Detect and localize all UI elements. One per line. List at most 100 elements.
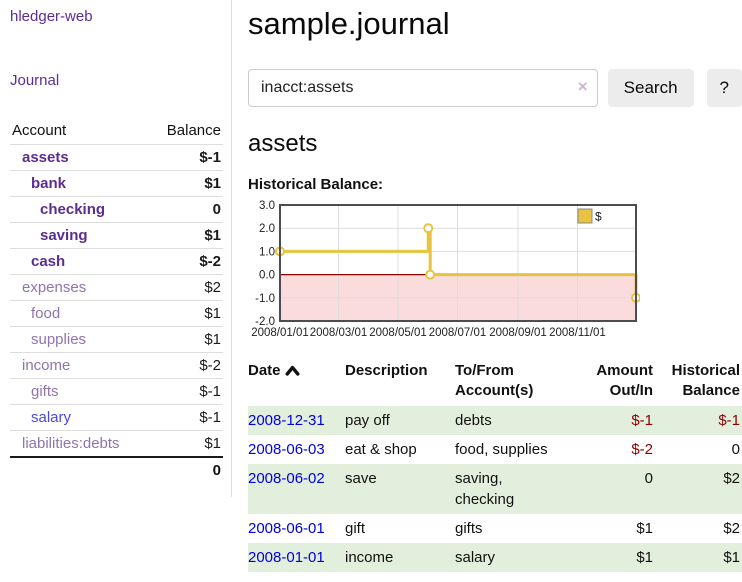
page-title: sample.journal	[248, 6, 450, 41]
account-heading: assets	[248, 130, 318, 157]
account-row: supplies $1	[10, 326, 223, 353]
sidebar-account-liabilities-debts[interactable]: liabilities:debts	[22, 435, 120, 452]
transaction-row[interactable]: 2008-12-31 pay off debts $-1 $-1	[248, 405, 742, 435]
sort-ascending-icon	[285, 362, 300, 382]
transaction-description: eat & shop	[345, 440, 417, 458]
account-balance: 0	[149, 196, 223, 223]
sidebar-item-journal[interactable]: Journal	[10, 72, 60, 89]
sidebar: hledger-web Journal Account Balance asse…	[0, 0, 232, 497]
transaction-date-link[interactable]: 2008-06-02	[248, 469, 325, 487]
sidebar-account-expenses[interactable]: expenses	[22, 279, 87, 296]
historical-balance-chart[interactable]: $3.0 2.0 1.0 0.0 -1.0 -2.0 2008/01/01 2008/03/0…	[248, 200, 742, 342]
accounts-total-value: 0	[149, 456, 223, 483]
legend-swatch	[577, 208, 593, 224]
transaction-balance: $2	[723, 519, 740, 537]
transaction-amount: $1	[636, 519, 653, 537]
accounts-table: Account Balance assets $-1 bank $1 checking 0…	[10, 118, 223, 483]
account-balance: $1	[149, 326, 223, 353]
y-tick-label: -2.0	[255, 316, 275, 328]
main-content: sample.journal × Search ? assets Histori…	[232, 0, 742, 572]
transaction-date-link[interactable]: 2008-12-31	[248, 411, 325, 429]
transaction-date-link[interactable]: 2008-06-03	[248, 440, 325, 458]
transaction-accounts: saving, checking	[455, 469, 515, 508]
search-input-wrap: ×	[248, 69, 598, 107]
transaction-date-link[interactable]: 2008-01-01	[248, 548, 325, 566]
data-point[interactable]	[423, 223, 434, 234]
clear-search-icon[interactable]: ×	[577, 77, 588, 96]
y-tick-label: -1.0	[255, 293, 275, 305]
sidebar-account-cash[interactable]: cash	[31, 253, 66, 270]
transaction-accounts: food, supplies	[455, 440, 548, 458]
account-row: salary $-1	[10, 404, 223, 431]
transaction-amount: $-2	[631, 440, 653, 458]
sidebar-account-income[interactable]: income	[22, 357, 71, 374]
account-balance: $-2	[149, 248, 223, 275]
help-button[interactable]: ?	[706, 69, 742, 107]
account-row: expenses $2	[10, 274, 223, 301]
plot-border	[279, 204, 637, 322]
account-balance: $2	[149, 274, 223, 301]
transaction-balance: $2	[723, 469, 740, 487]
transaction-date-link[interactable]: 2008-06-01	[248, 519, 325, 537]
register-header-row: Date Description To/From Account(s) Amou…	[248, 358, 742, 406]
search-button[interactable]: Search	[607, 69, 694, 107]
register-col-accounts[interactable]: To/From Account(s)	[455, 362, 534, 400]
accounts-tbody: assets $-1 bank $1 checking 0 saving $1 cash $-2 e…	[10, 144, 223, 457]
y-tick-label: 2.0	[259, 223, 275, 235]
account-row: food $1	[10, 300, 223, 327]
account-row: assets $-1	[10, 144, 223, 171]
transaction-description: gift	[345, 519, 366, 537]
sidebar-account-assets[interactable]: assets	[22, 149, 69, 166]
transaction-accounts: salary	[455, 548, 496, 566]
transaction-amount: $1	[636, 548, 653, 566]
chart-title: Historical Balance:	[248, 176, 384, 193]
register-col-description[interactable]: Description	[345, 362, 428, 379]
account-row: gifts $-1	[10, 378, 223, 405]
transaction-accounts: gifts	[455, 519, 483, 537]
transaction-description: save	[345, 469, 377, 487]
sidebar-account-food[interactable]: food	[31, 305, 61, 322]
x-tick-label: 2008/05/01	[369, 327, 427, 339]
search-input[interactable]	[248, 69, 598, 107]
transaction-row[interactable]: 2008-01-01 income salary $1 $1	[248, 542, 742, 572]
y-tick-label: 1.0	[259, 246, 275, 258]
transaction-amount: $-1	[631, 411, 653, 429]
app-brand-link[interactable]: hledger-web	[10, 8, 93, 25]
transaction-amount: 0	[644, 469, 653, 487]
transaction-row[interactable]: 2008-06-02 save saving, checking 0 $2	[248, 463, 742, 514]
register-col-date[interactable]: Date	[248, 358, 345, 406]
account-balance: $-1	[149, 404, 223, 431]
account-balance: $1	[149, 300, 223, 327]
transaction-accounts: debts	[455, 411, 492, 429]
transaction-balance: $-1	[718, 411, 740, 429]
account-row: income $-2	[10, 352, 223, 379]
sidebar-account-checking[interactable]: checking	[40, 201, 106, 218]
x-tick-label: 2008/07/01	[429, 327, 487, 339]
sidebar-account-bank[interactable]: bank	[31, 175, 67, 192]
accounts-col-balance: Balance	[166, 122, 221, 139]
sidebar-account-gifts[interactable]: gifts	[31, 383, 59, 400]
sidebar-account-saving[interactable]: saving	[40, 227, 88, 244]
sidebar-account-salary[interactable]: salary	[31, 409, 72, 426]
x-tick-label: 2008/11/01	[549, 327, 606, 339]
account-row: cash $-2	[10, 248, 223, 275]
account-row: bank $1	[10, 170, 223, 197]
account-balance: $1	[149, 170, 223, 197]
y-tick-label: 0.0	[259, 270, 275, 282]
transaction-row[interactable]: 2008-06-03 eat & shop food, supplies $-2 0	[248, 435, 742, 464]
register-col-amount[interactable]: Amount Out/In	[596, 362, 653, 400]
x-tick-label: 2008/09/01	[489, 327, 547, 339]
transaction-row[interactable]: 2008-06-01 gift gifts $1 $2	[248, 514, 742, 543]
sidebar-account-supplies[interactable]: supplies	[31, 331, 87, 348]
data-point[interactable]	[425, 269, 436, 280]
register-table: Date Description To/From Account(s) Amou…	[248, 358, 742, 572]
account-row: checking 0	[10, 196, 223, 223]
x-tick-label: 2008/03/01	[310, 327, 368, 339]
account-balance: $-1	[149, 144, 223, 171]
transaction-balance: $1	[723, 548, 740, 566]
register-col-balance[interactable]: Historical Balance	[671, 362, 740, 400]
register-tbody: 2008-12-31 pay off debts $-1 $-1 2008-06-03 ea…	[248, 405, 742, 572]
accounts-col-account: Account	[12, 122, 67, 139]
